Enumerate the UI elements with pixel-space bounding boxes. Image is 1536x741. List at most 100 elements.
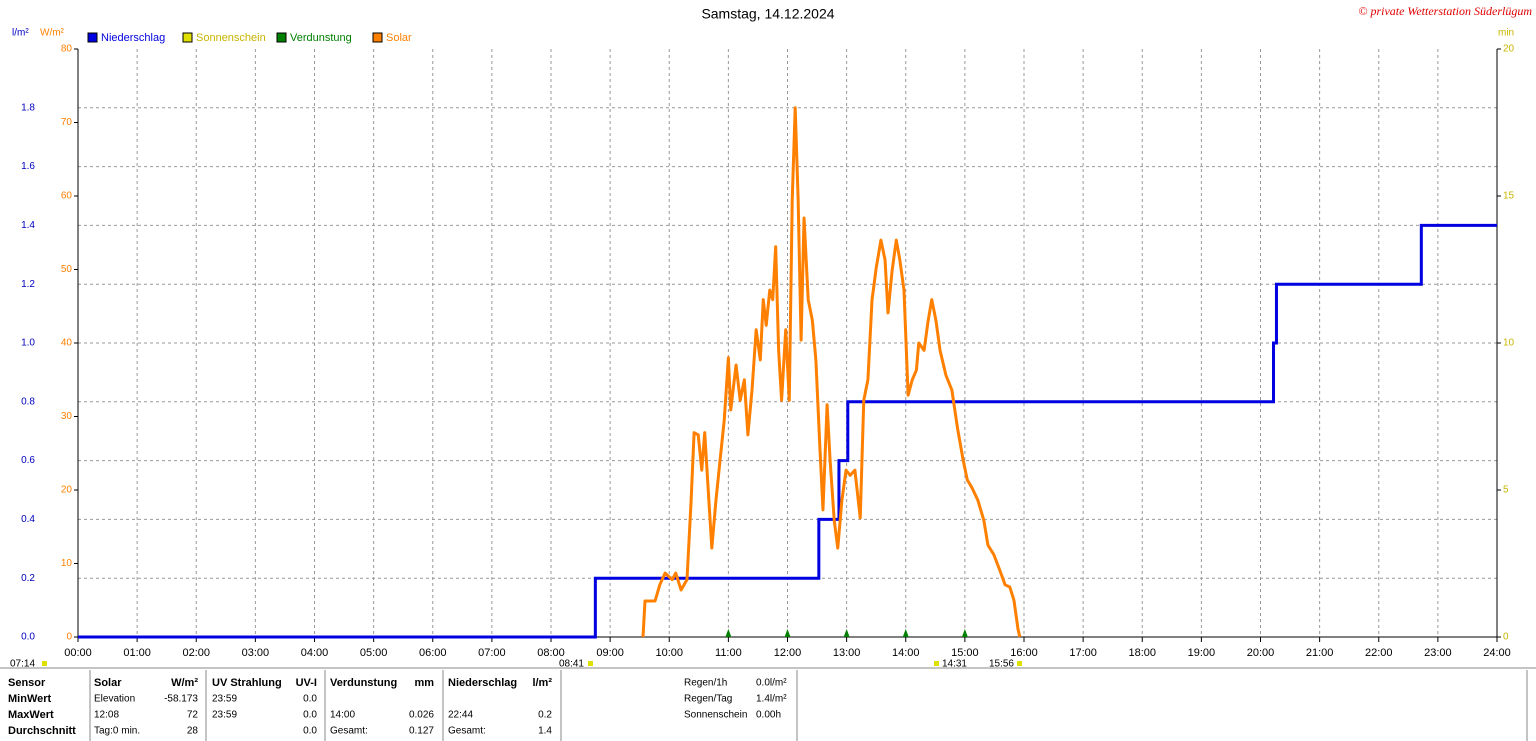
stats-cell: 14:00: [330, 710, 355, 721]
stats-header: Niederschlag: [448, 677, 517, 689]
stats-cell: 0.127: [409, 726, 434, 737]
sun-marker: [1017, 661, 1022, 666]
solar-line: [641, 106, 1022, 638]
x-tick-label: 03:00: [242, 647, 270, 659]
copyright: © private Wetterstation Süderlügum: [1358, 4, 1532, 18]
legend-label: Niederschlag: [101, 32, 165, 44]
stats-cell: 0.2: [538, 710, 552, 721]
stats-cell: Elevation: [94, 694, 135, 705]
y-tick-label: 1.0: [21, 338, 35, 349]
footer-lines: [0, 667, 1536, 741]
x-tick-label: 24:00: [1483, 647, 1511, 659]
stats-extra: 0.0l/m²: [756, 678, 787, 689]
stats-cell: 22:44: [448, 710, 473, 721]
y3-tick-label: 15: [1503, 191, 1515, 202]
evaporation-marker: [843, 629, 850, 637]
x-tick-label: 23:00: [1424, 647, 1452, 659]
x-tick-label: 06:00: [419, 647, 447, 659]
y2-tick-label: 0: [66, 632, 72, 643]
y-tick-label: 1.8: [21, 102, 35, 113]
x-tick-label: 19:00: [1188, 647, 1216, 659]
stats-cell: 0.0: [303, 726, 317, 737]
x-tick-label: 08:00: [537, 647, 565, 659]
stats-cell: MinWert: [8, 693, 52, 705]
x-tick-label: 20:00: [1247, 647, 1275, 659]
y3-tick-label: 20: [1503, 44, 1515, 55]
y2-tick-label: 10: [61, 558, 73, 569]
y-tick-label: 0.2: [21, 573, 35, 584]
y3-axis-label: min: [1498, 28, 1514, 39]
rain-line: [78, 223, 1497, 639]
time-label: 15:56: [989, 659, 1014, 670]
stats-extra: Sonnenschein: [684, 710, 747, 721]
x-tick-label: 15:00: [951, 647, 979, 659]
x-tick-label: 07:00: [478, 647, 506, 659]
sun-marker: [588, 661, 593, 666]
x-tick-label: 11:00: [715, 647, 742, 659]
chart-title: Samstag, 14.12.2024: [701, 6, 834, 22]
x-tick-label: 22:00: [1365, 647, 1393, 659]
y-tick-label: 0.4: [21, 514, 35, 525]
y2-tick-label: 40: [61, 338, 73, 349]
time-label: 14:31: [942, 659, 967, 670]
stats-cell: 0.026: [409, 710, 434, 721]
y3-tick-label: 10: [1503, 338, 1515, 349]
stats-header: UV-I: [296, 677, 317, 689]
stats-header: W/m²: [171, 677, 198, 689]
x-tick-label: 02:00: [182, 647, 210, 659]
y2-tick-label: 70: [61, 117, 73, 128]
stats-header: mm: [414, 677, 434, 689]
y3-tick-label: 0: [1503, 632, 1509, 643]
stats-cell: 23:59: [212, 694, 237, 705]
y-tick-label: 1.6: [21, 161, 35, 172]
stats-cell: Tag:0 min.: [94, 726, 140, 737]
stats-cell: Gesamt:: [448, 726, 486, 737]
y-tick-label: 1.2: [21, 279, 35, 290]
y-tick-label: 0.8: [21, 396, 35, 407]
sun-marker: [42, 661, 47, 666]
y2-axis-label: W/m²: [40, 28, 65, 39]
stats-header: Sensor: [8, 677, 46, 689]
legend-label: Solar: [386, 32, 412, 44]
y2-tick-label: 60: [61, 191, 73, 202]
stats-cell: Gesamt:: [330, 726, 368, 737]
stats-header: l/m²: [532, 677, 552, 689]
legend-swatch: [182, 32, 193, 43]
y3-tick-label: 5: [1503, 485, 1509, 496]
x-tick-label: 05:00: [360, 647, 388, 659]
y2-tick-label: 20: [61, 485, 73, 496]
evaporation-marker: [784, 629, 791, 637]
stats-extra: 0.00h: [756, 710, 781, 721]
stats-extra: Regen/Tag: [684, 694, 732, 705]
y-axis-label: l/m²: [12, 28, 29, 39]
time-label: 07:14: [10, 659, 35, 670]
stats-extra: Regen/1h: [684, 678, 727, 689]
y2-tick-label: 80: [61, 44, 73, 55]
x-tick-label: 10:00: [655, 647, 683, 659]
x-tick-label: 16:00: [1010, 647, 1038, 659]
evaporation-marker: [725, 629, 732, 637]
stats-cell: Durchschnitt: [8, 725, 76, 737]
evaporation-marker: [961, 629, 968, 637]
y-tick-label: 1.4: [21, 220, 35, 231]
stats-cell: -58.173: [164, 694, 198, 705]
x-tick-label: 18:00: [1128, 647, 1156, 659]
legend-swatch: [372, 32, 383, 43]
x-tick-label: 21:00: [1306, 647, 1334, 659]
stats-cell: 0.0: [303, 710, 317, 721]
stats-cell: 12:08: [94, 710, 119, 721]
stats-cell: 1.4: [538, 726, 552, 737]
legend-swatch: [276, 32, 287, 43]
time-label: 08:41: [559, 659, 584, 670]
y-tick-label: 0.6: [21, 455, 35, 466]
legend-label: Sonnenschein: [196, 32, 266, 44]
stats-cell: MaxWert: [8, 709, 54, 721]
x-tick-label: 04:00: [301, 647, 329, 659]
stats-cell: 28: [187, 726, 199, 737]
legend-label: Verdunstung: [290, 32, 352, 44]
stats-cell: 23:59: [212, 710, 237, 721]
stats-extra: 1.4l/m²: [756, 694, 787, 705]
stats-header: UV Strahlung: [212, 677, 282, 689]
